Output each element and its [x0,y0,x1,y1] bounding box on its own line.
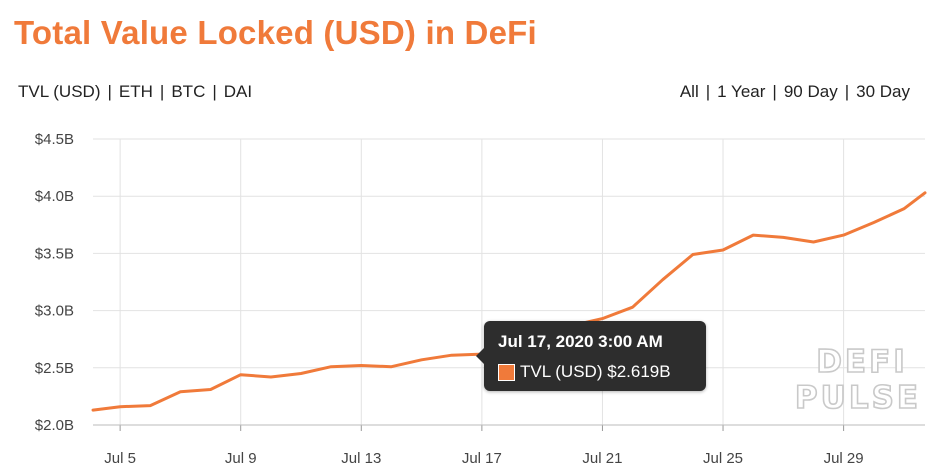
tooltip-series-swatch [498,363,515,381]
y-tick-label: $3.0B [35,303,74,320]
separator: | [159,82,165,101]
watermark-line1: DEFI [816,344,908,380]
asset-option-btc[interactable]: BTC [171,82,206,101]
y-tick-label: $2.0B [35,417,74,434]
y-tick-label: $2.5B [35,360,74,377]
x-tick-label: Jul 25 [703,450,743,467]
y-tick-label: $3.5B [35,245,74,262]
chart-grid [93,138,925,431]
y-axis-labels: $2.0B $2.5B $3.0B $3.5B $4.0B $4.5B [35,131,74,434]
separator: | [705,82,711,101]
y-tick-label: $4.5B [35,131,74,148]
tooltip-row: TVL (USD) $2.619B [498,362,671,382]
tooltip-date: Jul 17, 2020 3:00 AM [498,332,663,351]
asset-option-dai[interactable]: DAI [223,82,253,101]
asset-selector: TVL (USD) | ETH | BTC | DAI [18,82,252,102]
x-tick-label: Jul 21 [582,450,622,467]
range-option-90-day[interactable]: 90 Day [783,82,838,101]
tooltip-value: $2.619B [607,362,671,381]
x-tick-label: Jul 13 [341,450,381,467]
x-tick-label: Jul 17 [462,450,502,467]
separator: | [107,82,112,101]
range-option-1-year[interactable]: 1 Year [717,82,766,101]
range-option-30-day[interactable]: 30 Day [856,82,910,101]
range-option-all[interactable]: All [679,82,699,101]
x-tick-label: Jul 29 [824,450,864,467]
watermark-line2: PULSE [795,380,921,416]
separator: | [772,82,777,101]
tooltip-series-name: TVL (USD) [520,362,603,381]
chart-tooltip: Jul 17, 2020 3:00 AM TVL (USD) $2.619B [476,321,706,391]
watermark-logo: DEFI PULSE [794,343,921,417]
x-tick-label: Jul 5 [104,450,136,467]
asset-option-eth[interactable]: ETH [118,82,153,101]
separator: | [212,82,217,101]
page-title: Total Value Locked (USD) in DeFi [14,14,537,51]
range-selector: All | 1 Year | 90 Day | 30 Day [680,82,910,102]
asset-option-tvl[interactable]: TVL (USD) [18,82,101,101]
y-tick-label: $4.0B [35,188,74,205]
separator: | [844,82,850,101]
x-tick-label: Jul 9 [225,450,257,467]
x-axis-labels: Jul 5 Jul 9 Jul 13 Jul 17 Jul 21 Jul 25 Jul 29 [104,450,863,467]
